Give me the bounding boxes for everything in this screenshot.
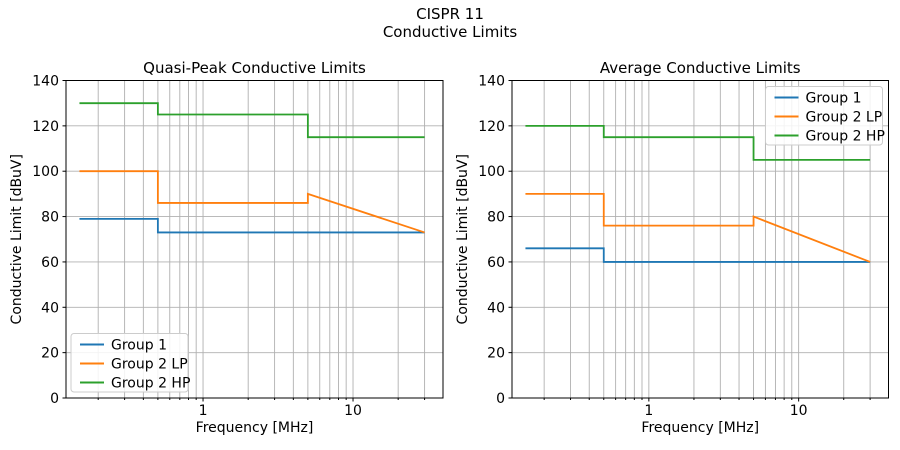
y-tick-label: 20 — [41, 346, 59, 362]
legend-label-group-1: Group 1 — [111, 338, 167, 354]
plot-border — [65, 80, 444, 399]
figure-title: CISPR 11 Conductive Limits — [0, 5, 900, 41]
y-tick-label: 120 — [478, 119, 505, 135]
legend-box — [765, 86, 883, 146]
figure-title-line1: CISPR 11 — [416, 5, 484, 23]
y-tick-label: 80 — [41, 210, 59, 226]
x-axis-label: Frequency [MHz] — [196, 420, 314, 436]
y-tick-label: 0 — [50, 391, 59, 407]
series-group-2-hp — [525, 124, 871, 161]
y-tick-label: 100 — [32, 164, 59, 180]
legend-label-group-2-lp: Group 2 LP — [111, 357, 188, 373]
ticks — [62, 80, 426, 402]
y-axis-label: Conductive Limit [dBuV] — [9, 154, 25, 324]
y-axis-label: Conductive Limit [dBuV] — [455, 154, 471, 324]
legend-box — [70, 333, 189, 393]
legend-label-group-2-hp: Group 2 HP — [111, 376, 190, 392]
legend-label-group-2-lp: Group 2 LP — [806, 110, 883, 126]
y-tick-label: 0 — [496, 391, 505, 407]
x-tick-label: 10 — [790, 403, 808, 419]
y-tick-label: 60 — [487, 255, 505, 271]
y-tick-label: 40 — [41, 300, 59, 316]
x-tick-label: 1 — [199, 403, 208, 419]
axis-title: Quasi-Peak Conductive Limits — [143, 59, 366, 77]
series-group-1 — [79, 217, 425, 234]
y-tick-label: 140 — [478, 74, 505, 90]
y-tick-label: 40 — [487, 300, 505, 316]
series-group-2-lp — [525, 192, 871, 263]
x-tick-label: 10 — [344, 403, 362, 419]
figure-title-line2: Conductive Limits — [382, 23, 518, 41]
legend: Group 1 Group 2 LP Group 2 HP — [765, 86, 885, 146]
plot-border — [511, 80, 889, 399]
y-tick-label: 60 — [41, 255, 59, 271]
series-group-1 — [525, 247, 871, 263]
y-tick-label: 80 — [487, 210, 505, 226]
legend-label-group-2-hp: Group 2 HP — [806, 129, 885, 145]
legend: Group 1 Group 2 LP Group 2 HP — [70, 333, 190, 393]
y-tick-label: 120 — [32, 119, 59, 135]
x-tick-label: 1 — [644, 403, 653, 419]
y-tick-label: 140 — [32, 74, 59, 90]
x-axis-label: Frequency [MHz] — [641, 420, 759, 436]
legend-label-group-1: Group 1 — [806, 91, 862, 107]
axis-title: Average Conductive Limits — [600, 59, 801, 77]
ticks — [508, 80, 871, 402]
plot-quasi-peak: 0 20 40 60 80 100 120 140 1 10 Quasi-Peak Conducti… — [9, 59, 444, 436]
y-tick-label: 100 — [478, 164, 505, 180]
y-tick-label: 20 — [487, 346, 505, 362]
series-group-2-hp — [79, 102, 425, 139]
plot-average: 0 20 40 60 80 100 120 140 1 10 Average Conductive … — [455, 59, 889, 436]
series-group-2-lp — [79, 170, 425, 234]
